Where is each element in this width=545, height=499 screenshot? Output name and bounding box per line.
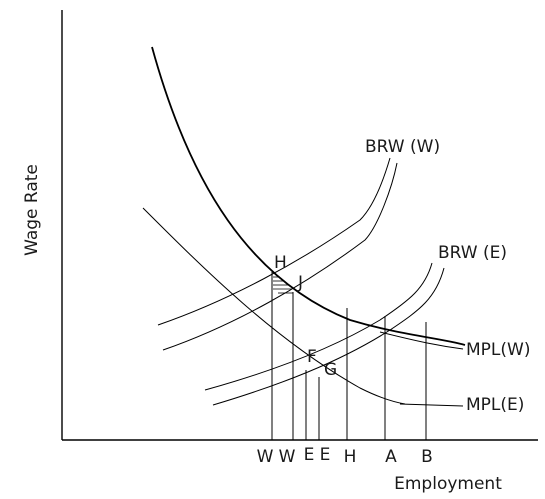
mpl-w-curve — [151, 46, 466, 346]
mpl-e-curve — [142, 207, 406, 405]
tick-a: A — [385, 447, 397, 467]
tick-e1: E — [304, 445, 315, 465]
tick-b: B — [421, 447, 433, 467]
point-h-label: H — [274, 253, 287, 273]
hatched-area — [273, 276, 293, 294]
brw-e-label: BRW (E) — [438, 243, 507, 263]
tick-h: H — [344, 447, 357, 467]
x-axis-label: Employment — [394, 474, 502, 494]
mpl-e-leader — [399, 403, 464, 407]
brw-w-curve-a — [157, 157, 391, 326]
mpl-e-label: MPL(E) — [466, 395, 524, 415]
y-axis-label: Wage Rate — [22, 164, 42, 256]
point-j-label: J — [297, 273, 303, 293]
brw-w-label: BRW (W) — [365, 137, 440, 157]
brw-e-curve-a — [204, 262, 433, 391]
tick-w1: W — [257, 447, 274, 467]
mpl-w-leader — [379, 331, 464, 350]
mpl-w-label: MPL(W) — [466, 340, 530, 360]
tick-e2: E — [320, 445, 331, 465]
point-g-label: G — [324, 360, 337, 380]
brw-w-curve-b — [162, 162, 398, 351]
brw-e-curve-b — [212, 267, 445, 406]
point-f-label: F — [307, 347, 317, 367]
tick-w2: W — [279, 447, 296, 467]
